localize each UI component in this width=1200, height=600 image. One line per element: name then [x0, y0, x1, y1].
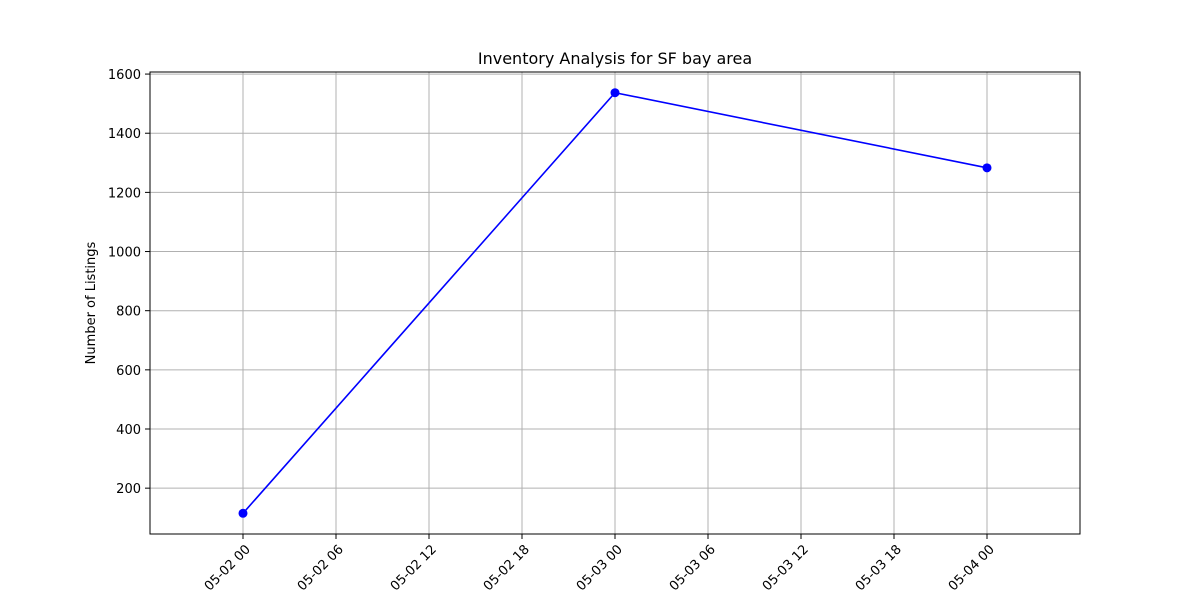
- data-point: [610, 88, 620, 98]
- x-tick-label: 05-03 12: [760, 542, 812, 594]
- y-tick-label: 1200: [108, 186, 141, 201]
- x-tick-label: 05-03 06: [667, 542, 719, 594]
- data-series: [238, 88, 992, 518]
- y-tick-label: 400: [116, 423, 141, 438]
- y-tick-label: 600: [116, 364, 141, 379]
- x-tick-label: 05-02 12: [388, 542, 440, 594]
- plot-frame: [149, 71, 1081, 535]
- x-tick-label: 05-02 06: [295, 542, 347, 594]
- y-tick-label: 800: [116, 305, 141, 320]
- x-tick-label: 05-02 00: [202, 542, 254, 594]
- x-tick-label: 05-04 00: [946, 542, 998, 594]
- x-tick-label: 05-02 18: [481, 542, 533, 594]
- y-tick-label: 1400: [108, 127, 141, 142]
- y-axis-label: Number of Listings: [84, 241, 99, 364]
- data-point: [238, 508, 248, 518]
- axes: [145, 71, 1081, 539]
- x-tick-label: 05-03 00: [574, 542, 626, 594]
- y-tick-label: 200: [116, 482, 141, 497]
- y-tick-label: 1600: [108, 68, 141, 83]
- x-tick-label: 05-03 18: [853, 542, 905, 594]
- data-point: [982, 163, 992, 173]
- y-tick-label: 1000: [108, 246, 141, 261]
- grid-lines: [150, 72, 1080, 534]
- chart-title: Inventory Analysis for SF bay area: [478, 49, 752, 68]
